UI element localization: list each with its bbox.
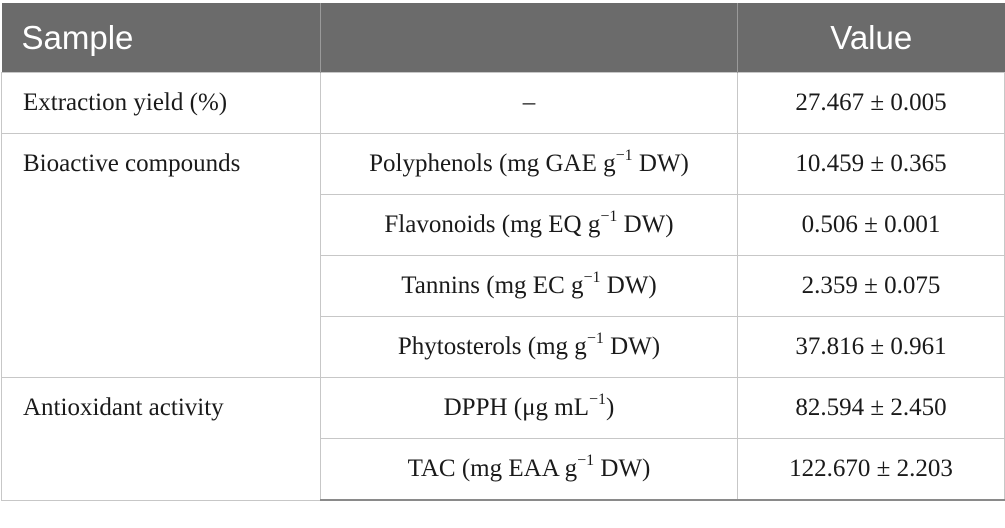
parameter-cell: TAC (mg EAA g−1 DW) <box>320 438 738 501</box>
exponent: −1 <box>583 268 601 286</box>
parameter-cell: Polyphenols (mg GAE g−1 DW) <box>320 133 738 195</box>
value-cell: 10.459 ± 0.365 <box>737 133 1005 195</box>
table-row: Antioxidant activity DPPH (μg mL−1) 82.5… <box>1 377 1005 501</box>
parameter-label: Flavonoids (mg EQ g <box>384 211 601 238</box>
parameter-unit: DW) <box>594 455 651 482</box>
parameter-label: Phytosterols (mg g <box>397 333 587 360</box>
parameter-unit: DW) <box>600 272 657 299</box>
parameter-unit: DW) <box>603 333 661 360</box>
value-cell: 37.816 ± 0.961 <box>737 316 1005 378</box>
header-parameter <box>320 3 738 73</box>
table-row: Extraction yield (%) – 27.467 ± 0.005 <box>1 72 1005 134</box>
table-row: Tannins (mg EC g−1 DW) 2.359 ± 0.075 <box>2 255 1005 317</box>
table-row: Flavonoids (mg EQ g−1 DW) 0.506 ± 0.001 <box>2 194 1005 256</box>
header-row: Sample Value <box>1 3 1005 73</box>
table-row: Bioactive compounds Polyphenols (mg GAE … <box>1 133 1005 378</box>
header-value: Value <box>737 3 1005 73</box>
exponent: −1 <box>615 146 633 164</box>
exponent: −1 <box>600 207 618 225</box>
parameter-unit: ) <box>606 394 615 421</box>
results-table: Sample Value Extraction yield (%) – 27.4… <box>1 3 1005 501</box>
group-label-bioactive: Bioactive compounds <box>1 133 321 378</box>
parameter-cell: Phytosterols (mg g−1 DW) <box>320 316 738 378</box>
value-cell: 82.594 ± 2.450 <box>737 377 1005 439</box>
table-row: Phytosterols (mg g−1 DW) 37.816 ± 0.961 <box>2 316 1005 378</box>
value-cell: 0.506 ± 0.001 <box>737 194 1005 256</box>
exponent: −1 <box>586 329 604 347</box>
group-label-antioxidant: Antioxidant activity <box>1 377 321 501</box>
exponent: −1 <box>577 451 595 469</box>
header-sample: Sample <box>1 3 321 73</box>
parameter-cell: – <box>320 72 738 134</box>
value-cell: 2.359 ± 0.075 <box>737 255 1005 317</box>
parameter-cell: Flavonoids (mg EQ g−1 DW) <box>320 194 738 256</box>
parameter-unit: DW) <box>617 211 674 238</box>
parameter-label: TAC (mg EAA g <box>407 455 578 482</box>
exponent: −1 <box>589 390 607 408</box>
table-row: TAC (mg EAA g−1 DW) 122.670 ± 2.203 <box>2 438 1005 501</box>
parameter-cell: Tannins (mg EC g−1 DW) <box>320 255 738 317</box>
parameter-cell: DPPH (μg mL−1) <box>320 377 738 439</box>
group-label-extraction: Extraction yield (%) <box>1 72 321 134</box>
value-cell: 122.670 ± 2.203 <box>737 438 1005 501</box>
parameter-unit: DW) <box>632 150 689 177</box>
parameter-label: Tannins (mg EC g <box>401 272 584 299</box>
parameter-label: DPPH (μg mL <box>443 394 589 421</box>
value-cell: 27.467 ± 0.005 <box>737 72 1005 134</box>
parameter-label: Polyphenols (mg GAE g <box>369 150 616 177</box>
